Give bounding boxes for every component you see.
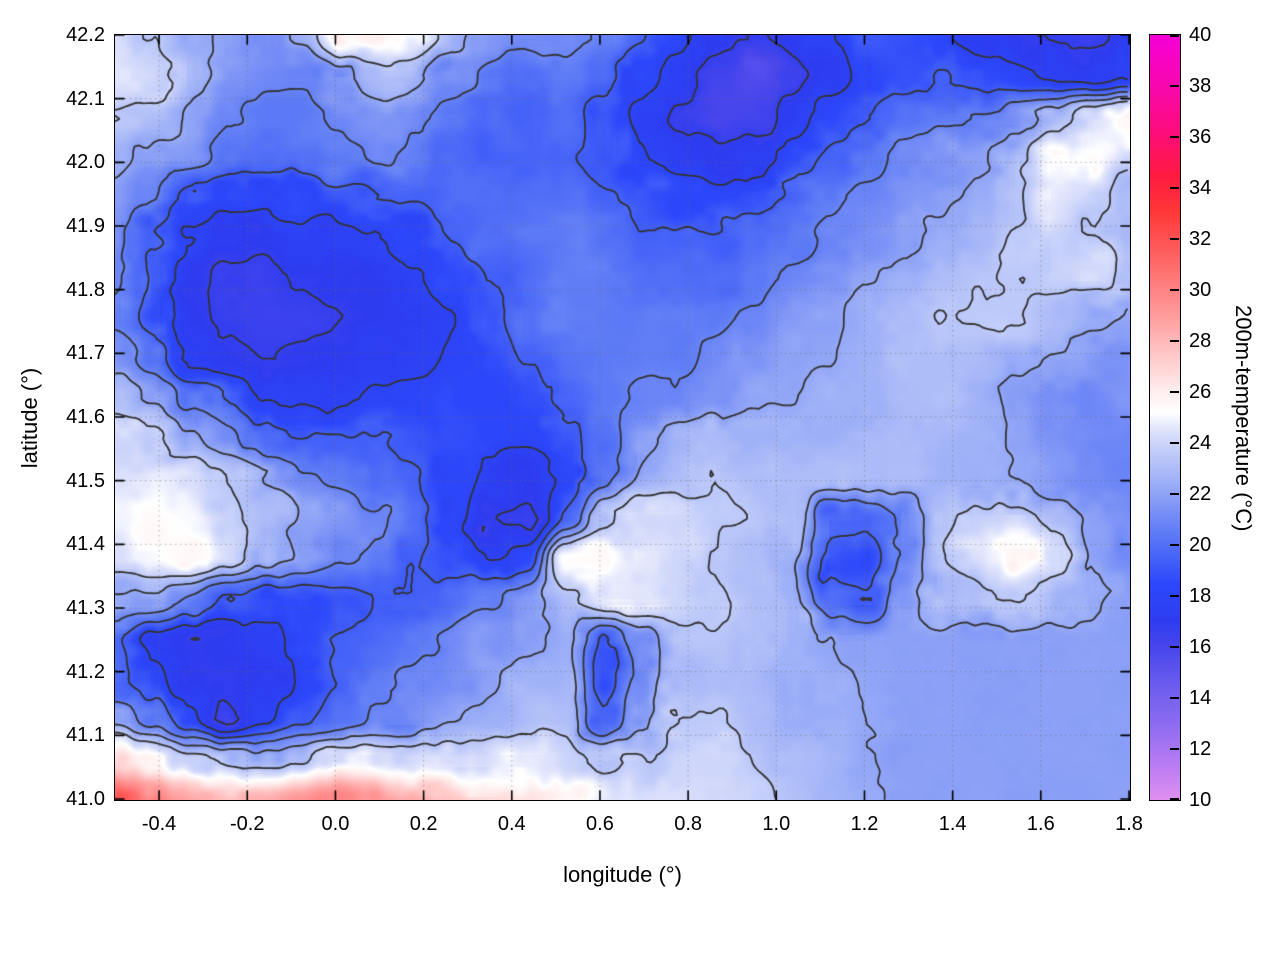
colorbar-tick-mark [1170,35,1179,37]
colorbar-tick-label: 14 [1189,687,1212,709]
colorbar-tick-mark [1170,340,1179,342]
colorbar-tick-label: 10 [1189,789,1212,811]
y-tick-label: 41.7 [66,342,105,365]
colorbar-tick-mark [1170,442,1179,444]
x-tick-label: 1.4 [938,813,967,835]
x-tick-label: 1.0 [762,813,791,835]
colorbar-tick-label: 38 [1189,75,1212,97]
colorbar-tick-mark [1170,289,1179,291]
colorbar-tick-label: 32 [1189,228,1212,250]
x-tick-label: -0.4 [141,813,177,835]
colorbar-tick-label: 22 [1189,483,1212,505]
colorbar-tick-label: 36 [1189,126,1212,148]
colorbar-tick-mark [1170,646,1179,648]
colorbar-tick-label: 16 [1189,636,1212,658]
y-tick-label: 41.4 [66,533,105,556]
colorbar-tick-mark [1170,85,1179,87]
y-tick-label: 41.2 [66,660,105,683]
heatmap-canvas [115,35,1130,800]
y-tick-label: 41.6 [66,406,105,428]
x-tick-label: 1.6 [1026,813,1055,835]
y-tick-label: 41.9 [66,215,105,237]
colorbar-tick-mark [1170,748,1179,750]
x-tick-label: 1.8 [1115,813,1143,835]
y-tick-label: 41.0 [66,788,105,810]
colorbar-tick-mark [1170,136,1179,138]
colorbar-tick-label: 40 [1189,24,1212,46]
x-tick-label: -0.2 [230,813,265,835]
x-axis-label: longitude (°) [563,862,682,887]
colorbar-tick-label: 20 [1189,534,1212,556]
colorbar-tick-label: 12 [1189,738,1212,760]
colorbar-tick-label: 24 [1189,432,1212,454]
colorbar-tick-mark [1170,544,1179,546]
x-tick-label: 0.2 [409,813,438,835]
x-tick-label: 0.6 [586,813,614,835]
x-tick-label: 0.4 [497,813,526,835]
x-tick-label: 0.8 [674,813,703,835]
colorbar-tick-label: 30 [1189,279,1212,301]
colorbar-tick-label: 34 [1189,177,1212,199]
colorbar-tick-mark [1170,238,1179,240]
y-tick-label: 42.0 [66,151,105,174]
x-tick-label: 1.2 [850,813,879,835]
y-tick-label: 41.1 [66,724,105,747]
y-tick-label: 42.1 [66,87,105,110]
x-tick-label: 0.0 [321,813,350,835]
colorbar-tick-mark [1170,697,1179,699]
colorbar [1149,34,1181,801]
colorbar-tick-label: 28 [1189,330,1212,352]
y-tick-label: 41.5 [66,469,105,492]
plot-frame [114,34,1131,801]
y-tick-label: 41.3 [66,597,105,619]
y-tick-label: 42.2 [66,24,105,46]
colorbar-tick-label: 18 [1189,585,1212,607]
y-tick-label: 41.8 [66,278,105,301]
colorbar-label: 200m-temperature (°C) [1231,304,1256,532]
colorbar-tick-mark [1170,595,1179,597]
colorbar-tick-label: 26 [1189,381,1212,403]
colorbar-tick-mark [1170,798,1179,800]
colorbar-tick-mark [1170,493,1179,495]
colorbar-tick-mark [1170,187,1179,189]
colorbar-tick-mark [1170,391,1179,393]
colorbar-gradient [1150,35,1180,800]
